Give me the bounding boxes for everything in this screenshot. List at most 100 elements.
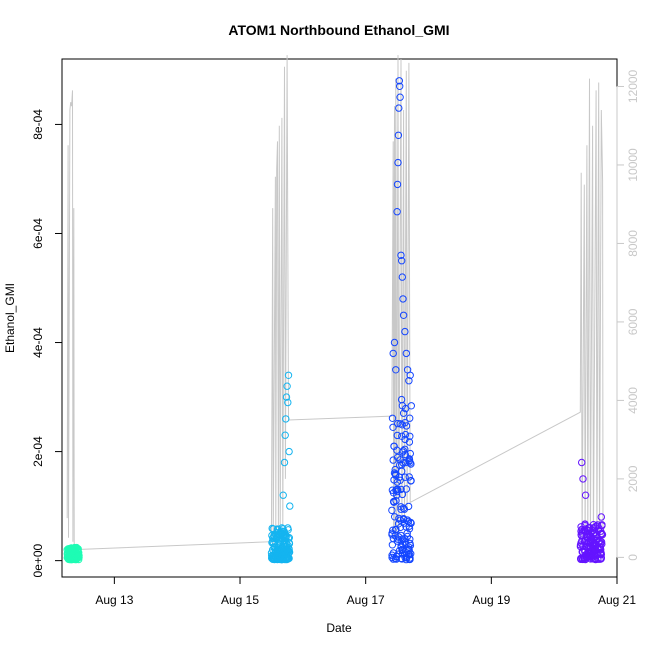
- data-point: [596, 555, 604, 563]
- data-point: [397, 485, 405, 494]
- data-point: [394, 131, 403, 140]
- data-point: [395, 473, 403, 481]
- data-point: [281, 555, 289, 564]
- data-point: [398, 535, 407, 543]
- data-point: [405, 455, 413, 463]
- data-point: [389, 349, 397, 358]
- data-point: [74, 546, 82, 554]
- data-point: [580, 554, 588, 562]
- right-axis-line-0: [66, 55, 604, 551]
- data-point: [402, 485, 410, 493]
- data-point: [391, 532, 399, 540]
- data-point: [598, 540, 606, 548]
- data-point: [587, 547, 595, 555]
- points-layer: [63, 77, 607, 564]
- plot-area: [61, 58, 618, 578]
- y-left-tick-label: 8e-04: [31, 109, 45, 140]
- data-point: [585, 546, 594, 554]
- data-point: [389, 423, 397, 431]
- data-point: [279, 531, 288, 539]
- data-point: [392, 366, 400, 374]
- data-point: [398, 402, 407, 410]
- data-point: [394, 520, 403, 528]
- data-point: [398, 490, 407, 499]
- data-point: [397, 554, 405, 563]
- data-point: [388, 414, 397, 422]
- data-point: [393, 453, 402, 462]
- data-point: [405, 543, 413, 551]
- data-point: [405, 473, 413, 481]
- y-right-tick-label: 6000: [626, 308, 640, 335]
- data-point: [401, 430, 410, 439]
- x-tick-label: Aug 21: [598, 593, 636, 607]
- data-point: [398, 257, 406, 265]
- data-point: [590, 545, 598, 553]
- data-point: [282, 393, 291, 401]
- data-point: [282, 415, 290, 423]
- data-point: [279, 491, 287, 499]
- y-right-tick-label: 10000: [626, 148, 640, 182]
- data-point: [397, 543, 405, 551]
- data-point: [390, 498, 398, 506]
- data-point: [272, 529, 281, 537]
- data-point: [405, 438, 414, 446]
- y-left-tick-label: 0e+00: [31, 543, 45, 577]
- data-point: [398, 273, 406, 281]
- data-point: [402, 349, 410, 358]
- data-point: [286, 502, 294, 510]
- data-point: [269, 546, 277, 554]
- data-point: [406, 414, 414, 422]
- data-point: [390, 338, 399, 347]
- data-point: [397, 531, 405, 540]
- data-point: [405, 377, 413, 385]
- data-point: [407, 402, 415, 410]
- data-point: [395, 77, 403, 85]
- data-point: [392, 486, 400, 494]
- data-point: [579, 475, 587, 483]
- point-series-3: [576, 458, 607, 564]
- right-axis-series-layer: [66, 55, 604, 551]
- data-point: [396, 476, 404, 484]
- data-point: [273, 552, 281, 560]
- y-right-tick-label: 4000: [626, 387, 640, 414]
- x-tick-label: Aug 13: [95, 593, 133, 607]
- data-point: [284, 371, 293, 379]
- data-point: [399, 504, 408, 512]
- chart-title: ATOM1 Northbound Ethanol_GMI: [228, 22, 449, 38]
- data-point: [65, 555, 74, 564]
- data-point: [396, 523, 405, 531]
- data-point: [399, 311, 408, 319]
- data-point: [597, 513, 605, 521]
- data-point: [578, 458, 586, 467]
- x-axis-label: Date: [326, 621, 352, 635]
- x-tick-label: Aug 15: [221, 593, 259, 607]
- point-series-2: [388, 77, 415, 564]
- data-point: [395, 514, 403, 523]
- y-right-tick-label: 12000: [626, 69, 640, 103]
- data-point: [401, 327, 409, 336]
- data-point: [592, 532, 600, 540]
- y-axis-label: Ethanol_GMI: [3, 283, 17, 353]
- data-point: [401, 419, 409, 427]
- y-right-tick-label: 2000: [626, 465, 640, 492]
- y-left-tick-label: 4e-04: [31, 327, 45, 358]
- data-point: [580, 526, 588, 534]
- data-point: [595, 524, 603, 532]
- data-point: [397, 251, 405, 260]
- y-left-tick-label: 6e-04: [31, 218, 45, 249]
- data-point: [401, 450, 409, 459]
- data-point: [284, 398, 292, 407]
- x-axis: Aug 13 Aug 15 Aug 17 Aug 19 Aug 21: [95, 576, 636, 607]
- data-point: [282, 554, 290, 562]
- data-point: [394, 158, 402, 167]
- data-point: [584, 524, 592, 532]
- data-point: [402, 555, 410, 564]
- y-axis-left: 0e+00 2e-04 4e-04 6e-04 8e-04: [31, 109, 63, 577]
- data-point: [388, 506, 396, 514]
- data-point: [406, 449, 414, 458]
- data-point: [404, 502, 413, 511]
- data-point: [284, 541, 292, 549]
- data-point: [391, 513, 399, 521]
- data-point: [285, 447, 293, 456]
